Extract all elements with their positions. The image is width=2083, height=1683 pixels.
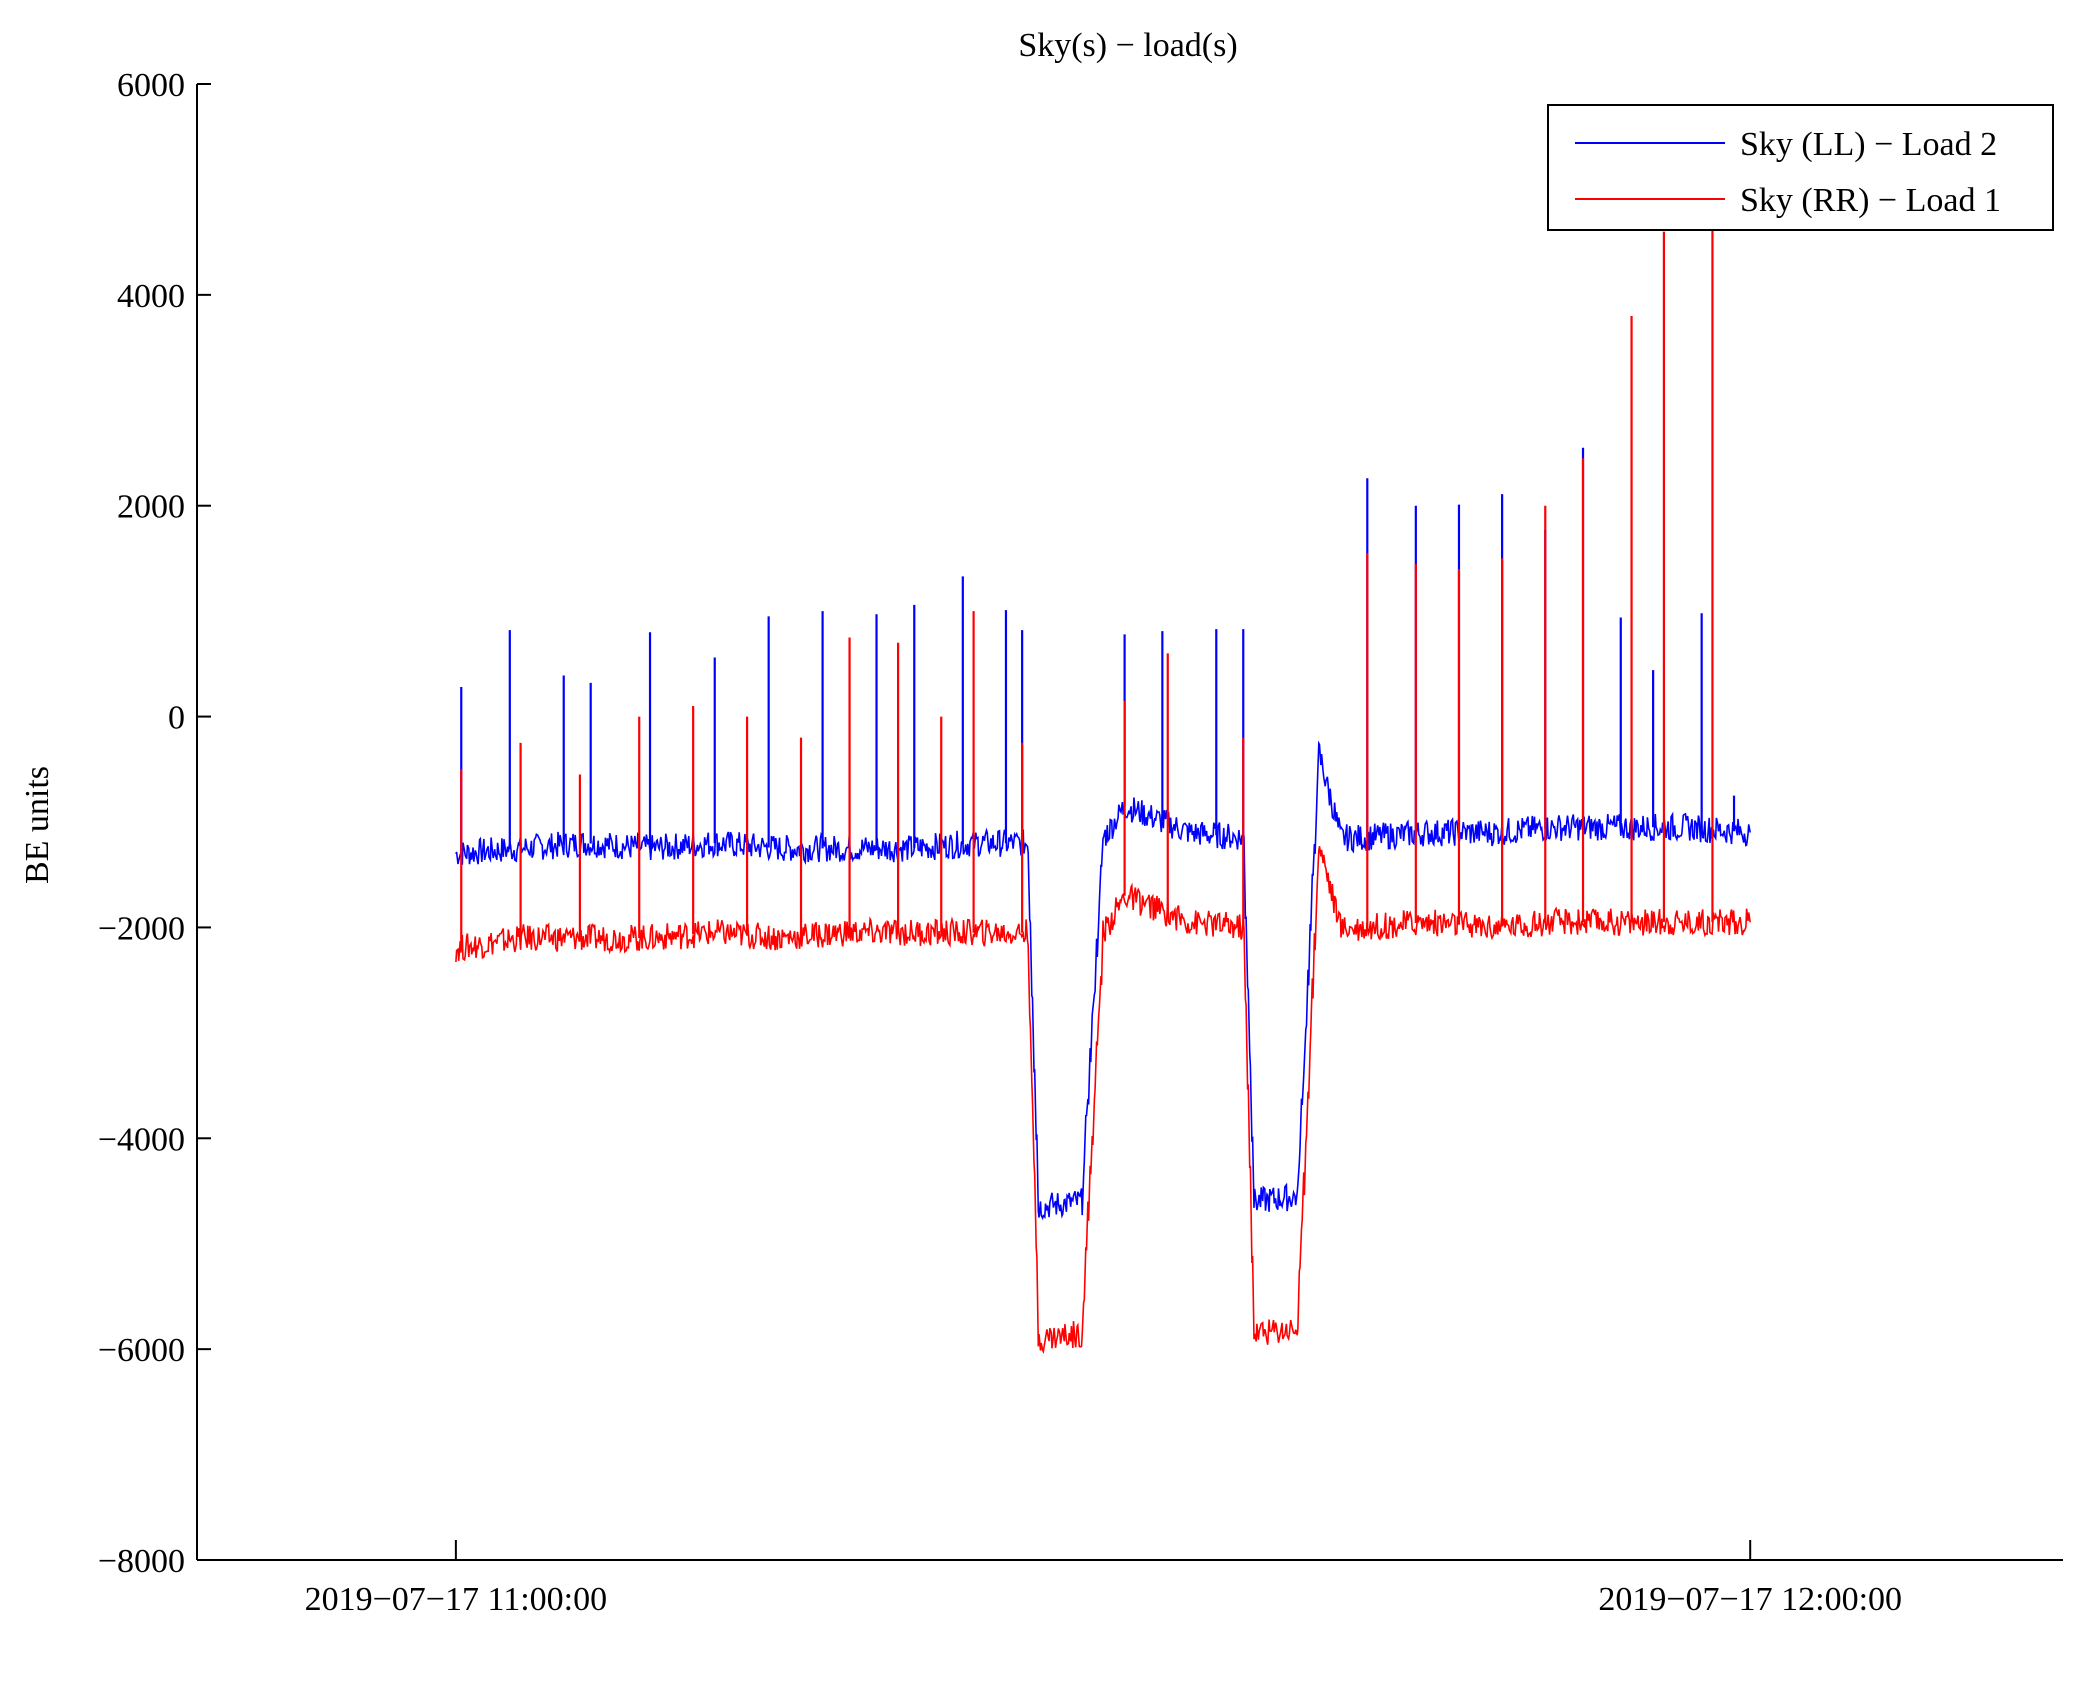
series-line xyxy=(455,846,1751,1355)
legend-box xyxy=(1547,104,2054,231)
series-layer xyxy=(455,210,1751,1355)
y-tick-label: −8000 xyxy=(98,1543,185,1580)
y-tick-label: −2000 xyxy=(98,910,185,947)
legend-label: Sky (RR) − Load 1 xyxy=(1740,182,2001,219)
legend-label: Sky (LL) − Load 2 xyxy=(1740,126,1997,163)
series-sky-rr xyxy=(455,210,1751,1355)
y-tick-label: 2000 xyxy=(117,489,185,526)
y-tick-label: 4000 xyxy=(117,278,185,315)
series-line xyxy=(455,740,1751,1221)
x-tick-label: 2019−07−17 11:00:00 xyxy=(305,1581,607,1618)
legend: Sky (LL) − Load 2 Sky (RR) − Load 1 xyxy=(1547,104,2054,231)
y-axis-label: BE units xyxy=(19,766,56,884)
chart-title: Sky(s) − load(s) xyxy=(1018,27,1237,64)
y-tick-label: −4000 xyxy=(98,1121,185,1158)
y-tick-label: −6000 xyxy=(98,1332,185,1369)
y-tick-label: 6000 xyxy=(117,67,185,104)
y-tick-label: 0 xyxy=(168,700,185,737)
axes-layer: 6000 4000 2000 0 −2000 −4000 −6000 −8000 2019−07… xyxy=(98,67,2063,1618)
series-sky-ll xyxy=(455,447,1751,1221)
x-tick-label: 2019−07−17 12:00:00 xyxy=(1598,1581,1902,1618)
